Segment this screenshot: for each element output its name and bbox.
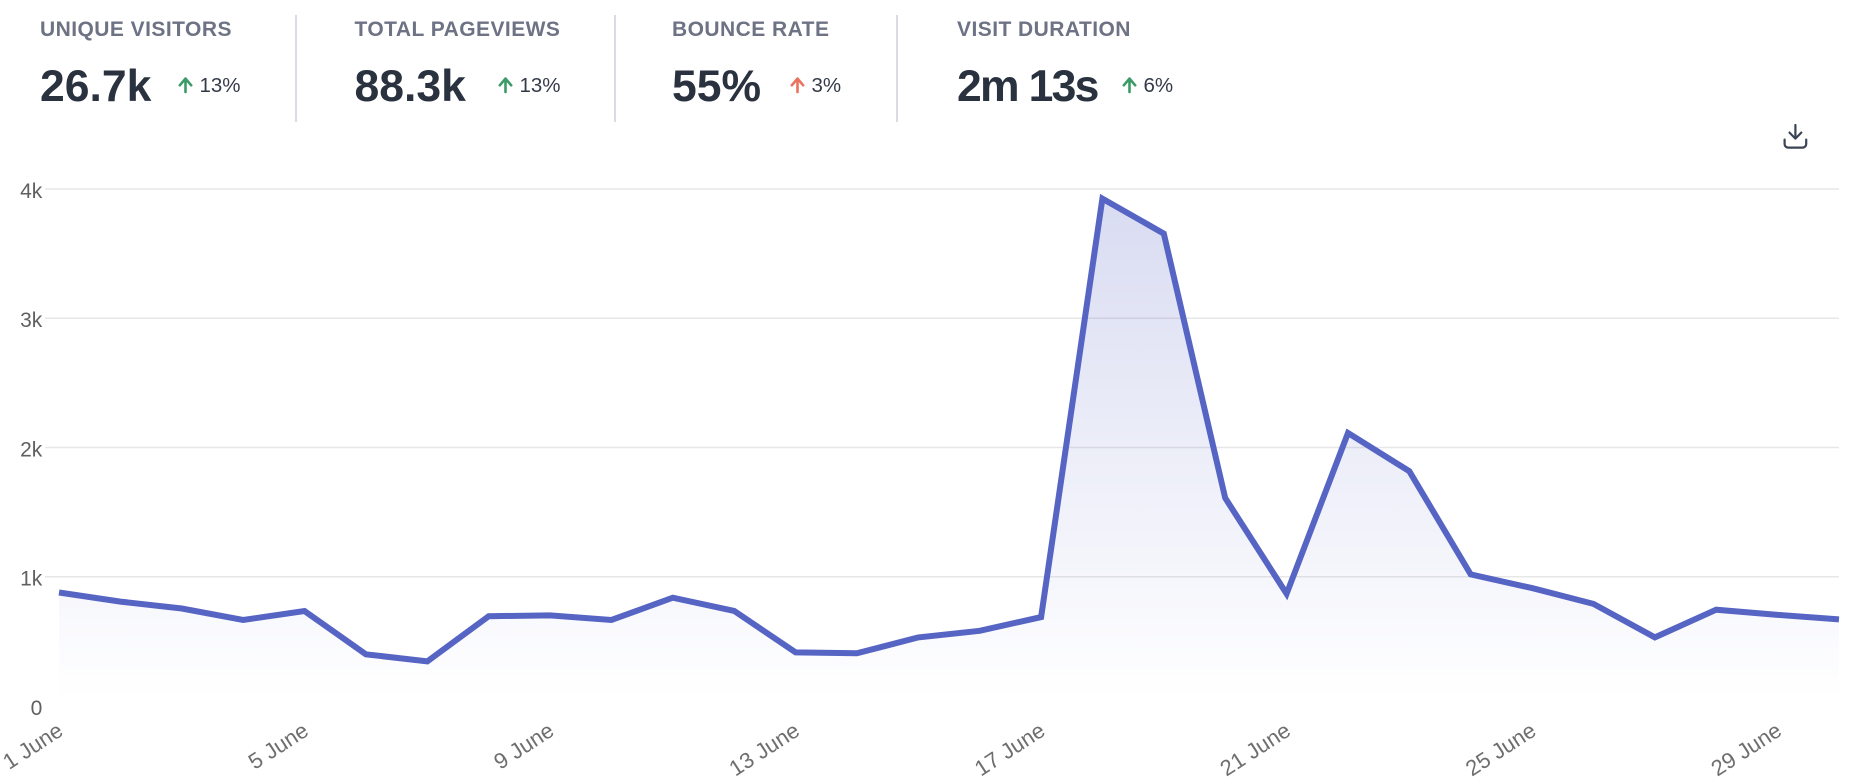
svg-text:2k: 2k <box>20 438 43 461</box>
svg-text:25 June: 25 June <box>1461 717 1540 780</box>
svg-text:17 June: 17 June <box>970 717 1049 780</box>
svg-text:1k: 1k <box>20 568 43 591</box>
svg-text:3k: 3k <box>20 309 43 332</box>
svg-text:0: 0 <box>31 697 43 720</box>
svg-text:5 June: 5 June <box>244 717 313 774</box>
svg-text:29 June: 29 June <box>1707 717 1786 780</box>
svg-text:4k: 4k <box>20 180 43 203</box>
svg-text:9 June: 9 June <box>489 717 558 774</box>
svg-text:21 June: 21 June <box>1216 717 1295 780</box>
svg-text:1 June: 1 June <box>0 717 67 774</box>
svg-text:13 June: 13 June <box>725 717 804 780</box>
